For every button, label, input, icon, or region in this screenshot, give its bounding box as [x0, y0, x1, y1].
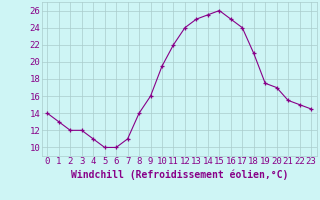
X-axis label: Windchill (Refroidissement éolien,°C): Windchill (Refroidissement éolien,°C) [70, 169, 288, 180]
